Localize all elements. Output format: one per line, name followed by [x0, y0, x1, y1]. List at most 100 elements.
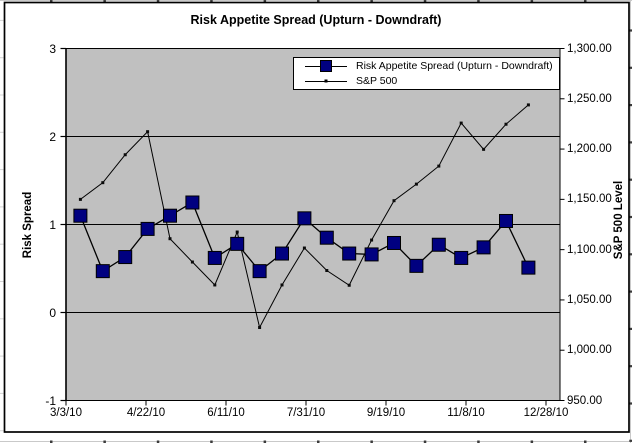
- risk-spread-point-marker: [499, 213, 513, 228]
- worksheet-column-tick: [584, 440, 587, 443]
- x-axis-tick-label: 4/22/10: [126, 407, 166, 419]
- sp500-point-marker: [482, 147, 486, 151]
- sp500-point-marker: [325, 269, 329, 273]
- worksheet-row-tick: [629, 215, 632, 219]
- worksheet-column-tick: [103, 440, 106, 443]
- risk-spread-point-marker: [140, 221, 155, 236]
- worksheet-row-tick: [629, 327, 632, 330]
- worksheet-column-tick: [50, 440, 53, 443]
- worksheet-column-tick: [530, 440, 534, 443]
- right-axis-tick-label: 1,050.00: [567, 293, 612, 306]
- sp500-point-marker: [101, 181, 105, 185]
- sp500-point-marker: [280, 283, 284, 287]
- risk-spread-point-marker: [163, 208, 177, 223]
- risk-spread-point-marker: [454, 250, 469, 265]
- worksheet-row-tick: [629, 178, 632, 181]
- sp500-point-marker: [414, 182, 418, 186]
- worksheet-column-tick: [423, 440, 427, 443]
- right-axis-tick-label: 1,300.00: [567, 42, 612, 55]
- worksheet-row-tick: [629, 104, 632, 107]
- risk-spread-point-marker: [319, 230, 334, 245]
- worksheet-column-tick: [50, 0, 53, 3]
- risk-spread-point-marker: [95, 264, 110, 279]
- right-axis-tick-label: 1,000.00: [567, 344, 612, 357]
- sp500-point-marker: [146, 130, 150, 134]
- left-axis-tick-label: 0: [49, 305, 56, 320]
- left-axis-tick-label: 1: [49, 217, 56, 232]
- left-axis-tick-label: 2: [49, 129, 56, 144]
- right-axis-tick-label: 1,200.00: [567, 143, 612, 156]
- worksheet-column-tick: [210, 0, 213, 3]
- sp500-point-marker: [437, 164, 441, 168]
- worksheet-column-tick: [263, 0, 267, 3]
- chart-title: Risk Appetite Spread (Upturn - Downdraft…: [190, 13, 442, 27]
- worksheet-column-tick: [210, 440, 213, 443]
- x-axis-tick-label: 12/28/10: [523, 407, 569, 419]
- x-axis-tick-label: 6/11/10: [207, 407, 245, 419]
- risk-spread-point-marker: [342, 246, 357, 261]
- worksheet-column-tick: [370, 440, 373, 443]
- left-axis-tick-label: -1: [45, 393, 56, 408]
- worksheet-column-tick: [477, 440, 480, 443]
- worksheet-column-tick: [156, 440, 160, 443]
- worksheet-column-tick: [317, 0, 320, 3]
- legend-item-risk-spread: Risk Appetite Spread (Upturn - Downdraft…: [294, 59, 559, 73]
- sp500-point-marker: [526, 103, 530, 107]
- risk-spread-point-marker: [230, 236, 245, 251]
- worksheet-column-tick: [370, 0, 373, 3]
- risk-spread-point-marker: [364, 247, 379, 262]
- worksheet-column-tick: [584, 0, 587, 3]
- legend: Risk Appetite Spread (Upturn - Downdraft…: [293, 57, 560, 90]
- risk-spread-point-marker: [185, 195, 200, 210]
- sp500-point-marker: [123, 153, 127, 157]
- sp500-point-marker: [459, 121, 463, 125]
- risk-spread-point-marker: [118, 250, 133, 265]
- risk-spread-point-marker: [409, 258, 424, 273]
- worksheet-column-tick: [423, 0, 427, 3]
- worksheet-column-tick: [317, 440, 320, 443]
- worksheet-column-tick: [530, 0, 534, 3]
- worksheet-row-tick: [629, 141, 632, 144]
- left-axis-tick-label: 3: [49, 41, 56, 56]
- right-axis-tick-label: 1,100.00: [567, 243, 612, 256]
- right-axis-tick-label: 1,150.00: [567, 193, 612, 206]
- navy-square-marker-icon: [305, 59, 347, 73]
- legend-item-sp500: S&P 500: [294, 74, 559, 88]
- worksheet-column-tick: [477, 0, 480, 3]
- risk-spread-point-marker: [297, 211, 312, 226]
- worksheet-row-tick: [629, 29, 632, 32]
- sp500-point-marker: [235, 230, 239, 234]
- right-axis-title: S&P 500 Level: [613, 180, 625, 260]
- sp500-point-marker: [347, 283, 351, 287]
- sp500-point-marker: [190, 260, 194, 264]
- legend-label: S&P 500: [356, 75, 398, 87]
- worksheet-column-tick: [263, 440, 267, 443]
- thin-line-dot-marker-icon: [305, 74, 347, 88]
- sp500-point-marker: [213, 283, 217, 287]
- risk-spread-point-marker: [476, 240, 491, 255]
- x-axis-tick-label: 3/3/10: [50, 407, 82, 419]
- risk-spread-point-marker: [431, 237, 446, 252]
- sp500-point-marker: [392, 199, 396, 203]
- risk-spread-point-marker: [73, 208, 88, 223]
- sp500-point-marker: [302, 246, 306, 250]
- sp500-point-marker: [258, 326, 262, 330]
- x-axis-tick-label: 9/19/10: [366, 407, 406, 419]
- worksheet-row-tick: [629, 439, 632, 442]
- worksheet-row-tick: [629, 402, 632, 405]
- legend-label: Risk Appetite Spread (Upturn - Downdraft…: [356, 60, 553, 72]
- risk-spread-point-marker: [252, 264, 267, 279]
- worksheet-row-tick: [629, 66, 632, 69]
- risk-spread-point-marker: [207, 250, 222, 265]
- risk-spread-point-marker: [275, 246, 289, 261]
- sp500-point-marker: [370, 238, 374, 242]
- risk-spread-point-marker: [521, 260, 536, 275]
- worksheet-column-tick: [103, 0, 106, 3]
- worksheet-row-tick: [629, 365, 632, 368]
- x-axis-tick-label: 11/8/10: [447, 407, 485, 419]
- sp500-point-marker: [504, 122, 508, 126]
- worksheet-row-tick: [629, 253, 632, 256]
- sp500-point-marker: [78, 197, 82, 201]
- right-axis-tick-label: 1,250.00: [567, 92, 612, 105]
